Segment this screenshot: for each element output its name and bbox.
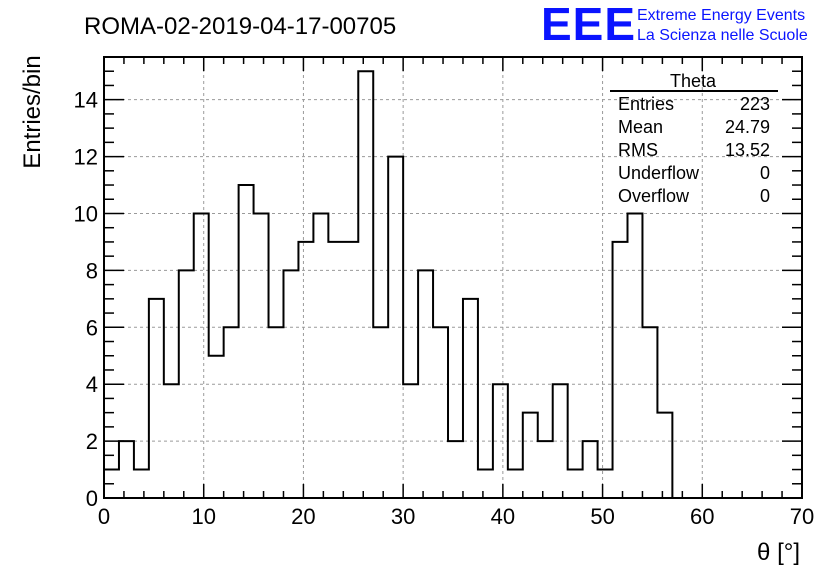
plot-frame xyxy=(103,56,803,499)
histogram-bin xyxy=(568,470,583,498)
y-tick-label: 10 xyxy=(74,201,98,226)
histogram-bin xyxy=(433,327,448,498)
histogram-bin xyxy=(149,299,164,498)
stats-value: 223 xyxy=(740,94,770,114)
stats-title: Theta xyxy=(670,71,717,91)
stats-label: RMS xyxy=(618,140,658,160)
y-tick-label: 4 xyxy=(86,372,98,397)
stats-label: Underflow xyxy=(618,163,700,183)
stats-label: Overflow xyxy=(618,186,690,206)
stats-value: 24.79 xyxy=(725,117,770,137)
y-tick-label: 14 xyxy=(74,88,98,113)
histogram-bin xyxy=(613,242,628,498)
x-tick-label: 10 xyxy=(191,504,215,529)
x-axis-label: θ [°] xyxy=(757,539,800,566)
y-tick-label: 6 xyxy=(86,315,98,340)
logo-line-2: La Scienza nelle Scuole xyxy=(637,27,808,44)
histogram-bin xyxy=(598,470,613,498)
stats-label: Mean xyxy=(618,117,663,137)
x-tick-label: 20 xyxy=(291,504,315,529)
histogram-bin xyxy=(508,470,523,498)
histogram-bin xyxy=(373,327,388,498)
histogram-bin xyxy=(179,270,194,498)
stats-rows: Entries 223 Mean 24.79 RMS 13.52 Underflow 0 Ove… xyxy=(618,94,770,206)
histogram-bin xyxy=(134,470,149,498)
histogram-bin xyxy=(628,213,643,498)
histogram-bin xyxy=(463,299,478,498)
y-tick-label: 2 xyxy=(86,429,98,454)
histogram-bin xyxy=(343,242,358,498)
histogram-bin xyxy=(478,470,493,498)
x-tick-label: 60 xyxy=(690,504,714,529)
logo-line-1: Extreme Energy Events xyxy=(637,7,805,24)
stats-label: Entries xyxy=(618,94,674,114)
histogram-bin xyxy=(657,413,672,498)
x-tick-label: 30 xyxy=(391,504,415,529)
histogram-bin xyxy=(328,242,343,498)
histogram-bin xyxy=(642,327,657,498)
histogram-bin xyxy=(448,441,463,498)
x-tick-label: 0 xyxy=(98,504,110,529)
y-tick-label: 12 xyxy=(74,145,98,170)
histogram-bin xyxy=(313,213,328,498)
stats-value: 0 xyxy=(760,186,770,206)
histogram-bin xyxy=(224,327,239,498)
x-tick-label: 40 xyxy=(491,504,515,529)
chart-title: ROMA-02-2019-04-17-00705 xyxy=(84,13,396,40)
histogram-bin xyxy=(269,327,284,498)
histogram-bin xyxy=(298,242,313,498)
y-tick-label: 0 xyxy=(86,486,98,511)
histogram-bin xyxy=(194,213,209,498)
stats-value: 13.52 xyxy=(725,140,770,160)
x-tick-label: 70 xyxy=(790,504,814,529)
histogram-bin xyxy=(358,71,373,498)
y-tick-label: 8 xyxy=(86,258,98,283)
histogram-bin xyxy=(583,441,598,498)
y-axis-label: Entries/bin xyxy=(19,55,46,168)
histogram-bin xyxy=(209,356,224,498)
axis-ticks xyxy=(103,56,803,499)
x-tick-label: 50 xyxy=(590,504,614,529)
histogram-outline xyxy=(103,70,674,498)
histogram-bin xyxy=(254,213,269,498)
histogram-bin xyxy=(538,441,553,498)
histogram-bin xyxy=(239,185,254,498)
histogram-bin xyxy=(119,441,134,498)
tick-labels: 0 10 20 30 40 50 60 70 0 2 4 6 8 10 12 14 xyxy=(74,88,815,529)
histogram-bin xyxy=(523,413,538,498)
stats-box: Theta Entries 223 Mean 24.79 RMS 13.52 Underfl… xyxy=(610,71,778,206)
stats-value: 0 xyxy=(760,163,770,183)
eee-logo: EEE xyxy=(541,0,636,50)
